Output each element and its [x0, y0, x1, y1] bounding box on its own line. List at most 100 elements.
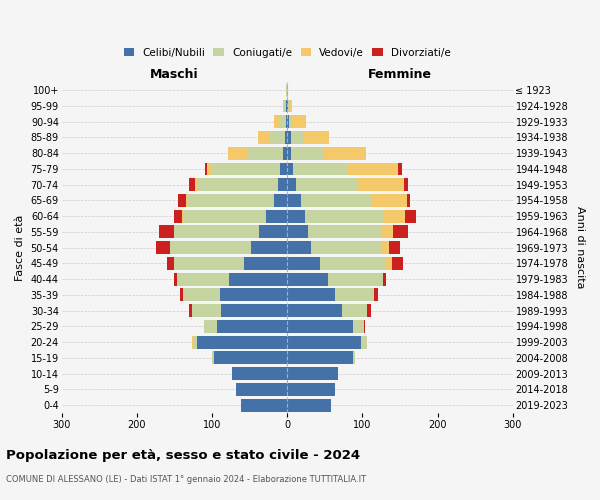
Bar: [383, 272, 386, 285]
Bar: [287, 147, 291, 160]
Bar: [236, 383, 287, 396]
Bar: [221, 304, 287, 317]
Bar: [175, 226, 259, 238]
Bar: [197, 178, 278, 191]
Bar: [285, 131, 287, 144]
Bar: [308, 226, 382, 238]
Bar: [287, 100, 288, 112]
Bar: [289, 100, 292, 112]
Bar: [196, 178, 197, 191]
Bar: [335, 288, 374, 302]
Bar: [405, 210, 416, 222]
Bar: [190, 304, 193, 317]
Bar: [287, 116, 289, 128]
Bar: [212, 352, 214, 364]
Bar: [186, 194, 187, 207]
Y-axis label: Fasce di età: Fasce di età: [15, 214, 25, 281]
Bar: [251, 241, 287, 254]
Bar: [182, 210, 184, 222]
Bar: [293, 162, 347, 175]
Bar: [301, 194, 371, 207]
Bar: [291, 147, 323, 160]
Bar: [244, 257, 287, 270]
Text: Femmine: Femmine: [368, 68, 432, 81]
Bar: [220, 288, 287, 302]
Bar: [323, 147, 366, 160]
Bar: [374, 288, 378, 302]
Bar: [286, 116, 287, 128]
Bar: [178, 194, 186, 207]
Bar: [228, 147, 247, 160]
Bar: [270, 131, 285, 144]
Bar: [287, 336, 361, 348]
Bar: [398, 162, 402, 175]
Bar: [167, 257, 175, 270]
Bar: [367, 304, 371, 317]
Legend: Celibi/Nubili, Coniugati/e, Vedovi/e, Divorziati/e: Celibi/Nubili, Coniugati/e, Vedovi/e, Di…: [121, 44, 454, 61]
Bar: [386, 257, 392, 270]
Bar: [232, 367, 287, 380]
Bar: [241, 398, 287, 411]
Bar: [266, 210, 287, 222]
Bar: [287, 241, 311, 254]
Bar: [207, 162, 211, 175]
Bar: [187, 194, 274, 207]
Bar: [383, 210, 405, 222]
Bar: [292, 116, 306, 128]
Bar: [175, 257, 244, 270]
Bar: [258, 131, 270, 144]
Bar: [287, 226, 308, 238]
Bar: [204, 320, 217, 333]
Bar: [287, 352, 353, 364]
Bar: [287, 257, 320, 270]
Bar: [287, 131, 291, 144]
Bar: [160, 226, 175, 238]
Bar: [284, 100, 286, 112]
Bar: [382, 226, 393, 238]
Bar: [404, 178, 408, 191]
Bar: [287, 84, 288, 96]
Y-axis label: Anni di nascita: Anni di nascita: [575, 206, 585, 289]
Bar: [287, 398, 331, 411]
Bar: [287, 194, 301, 207]
Bar: [170, 241, 251, 254]
Bar: [178, 272, 229, 285]
Text: Popolazione per età, sesso e stato civile - 2024: Popolazione per età, sesso e stato civil…: [6, 450, 360, 462]
Bar: [205, 162, 207, 175]
Bar: [358, 178, 404, 191]
Bar: [381, 241, 389, 254]
Bar: [274, 116, 279, 128]
Bar: [287, 367, 338, 380]
Bar: [217, 320, 287, 333]
Bar: [291, 131, 304, 144]
Bar: [274, 194, 287, 207]
Bar: [175, 210, 182, 222]
Bar: [407, 194, 410, 207]
Bar: [289, 116, 292, 128]
Bar: [192, 336, 193, 348]
Bar: [283, 147, 287, 160]
Bar: [287, 210, 305, 222]
Bar: [184, 210, 266, 222]
Bar: [393, 226, 408, 238]
Bar: [287, 304, 342, 317]
Bar: [287, 178, 296, 191]
Bar: [278, 178, 287, 191]
Bar: [287, 320, 353, 333]
Bar: [364, 320, 365, 333]
Bar: [286, 84, 287, 96]
Bar: [342, 304, 367, 317]
Bar: [197, 336, 287, 348]
Bar: [353, 320, 364, 333]
Bar: [279, 116, 286, 128]
Bar: [287, 162, 293, 175]
Bar: [247, 147, 283, 160]
Bar: [304, 131, 329, 144]
Bar: [392, 257, 403, 270]
Bar: [180, 288, 184, 302]
Bar: [190, 178, 196, 191]
Bar: [211, 162, 280, 175]
Bar: [311, 241, 381, 254]
Bar: [259, 226, 287, 238]
Bar: [286, 100, 287, 112]
